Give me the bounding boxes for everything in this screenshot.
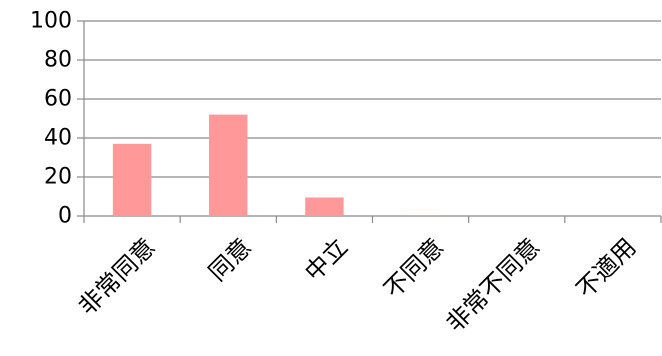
x-tick-label: 不同意	[379, 233, 450, 304]
y-tick-label: 100	[30, 9, 72, 34]
x-tick-label: 非常同意	[73, 233, 161, 321]
x-tick-label: 同意	[203, 233, 257, 287]
x-tick-label: 中立	[299, 233, 353, 287]
grid-layer	[84, 20, 661, 217]
bar-layer	[112, 114, 440, 216]
bar-4	[401, 215, 440, 216]
bar-3	[305, 197, 344, 216]
y-tick-label: 80	[44, 48, 72, 73]
y-tick-label: 40	[44, 126, 72, 151]
y-tick-label: 0	[58, 204, 72, 229]
x-tick-label: 不適用	[571, 233, 642, 304]
y-tick-label: 60	[44, 87, 72, 112]
x-tick-label: 非常不同意	[441, 233, 546, 338]
bar-2	[209, 114, 248, 216]
y-tick-labels: 0 20 40 60 80 100	[30, 9, 72, 229]
bar-1	[112, 143, 152, 216]
axis-layer	[77, 20, 662, 223]
y-tick-label: 20	[44, 165, 72, 190]
